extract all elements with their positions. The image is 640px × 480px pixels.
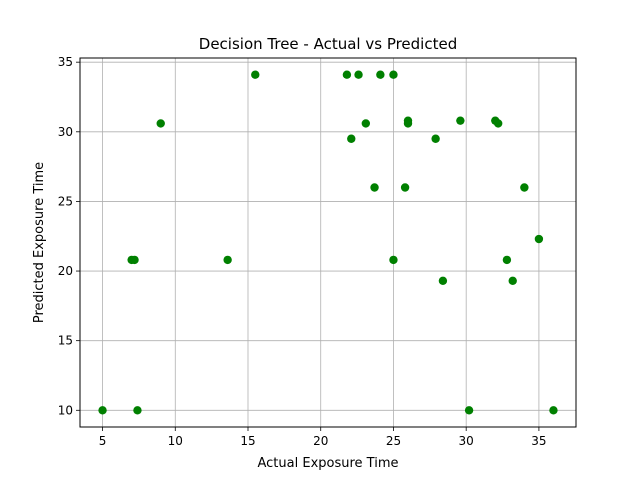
data-point [370, 183, 379, 192]
y-tick-label: 15 [58, 334, 73, 348]
x-tick-label: 10 [168, 434, 183, 448]
chart-title: Decision Tree - Actual vs Predicted [199, 35, 457, 53]
y-tick-label: 20 [58, 264, 73, 278]
data-point [133, 406, 142, 415]
data-point [464, 406, 474, 415]
data-point [520, 183, 529, 192]
data-point [534, 234, 544, 244]
data-point [403, 119, 413, 128]
data-point [502, 255, 512, 265]
data-point [400, 183, 410, 192]
data-point [130, 255, 139, 265]
data-point [376, 70, 385, 79]
x-tick-label: 30 [459, 434, 474, 448]
data-point [251, 70, 260, 79]
y-axis-label: Predicted Exposure Time [32, 162, 47, 323]
data-point [389, 255, 398, 265]
grid-lines [80, 58, 576, 427]
y-tick-label: 35 [58, 55, 73, 69]
data-point [456, 116, 465, 125]
data-point [156, 119, 165, 128]
data-point [342, 70, 352, 79]
y-axis-ticks: 10 15 20 25 30 35 [58, 55, 80, 417]
y-tick-label: 30 [58, 125, 73, 139]
y-tick-label: 25 [58, 194, 73, 208]
x-tick-label: 35 [531, 434, 546, 448]
data-point [508, 276, 517, 285]
data-point [493, 119, 503, 128]
x-tick-label: 5 [99, 434, 107, 448]
x-tick-label: 25 [386, 434, 401, 448]
x-axis-ticks: 5 10 15 20 25 30 35 [99, 427, 547, 448]
data-point [549, 406, 558, 415]
data-points [98, 70, 558, 415]
data-point [438, 276, 448, 285]
data-point [431, 134, 440, 143]
x-axis-label: Actual Exposure Time [258, 456, 399, 471]
y-tick-label: 10 [58, 403, 73, 417]
data-point [354, 70, 363, 79]
x-tick-label: 20 [313, 434, 328, 448]
x-tick-label: 15 [240, 434, 255, 448]
data-point [389, 70, 398, 79]
plot-frame [79, 57, 577, 428]
data-point [361, 119, 371, 128]
data-point [98, 406, 107, 415]
data-point [223, 255, 232, 265]
data-point [347, 134, 356, 143]
